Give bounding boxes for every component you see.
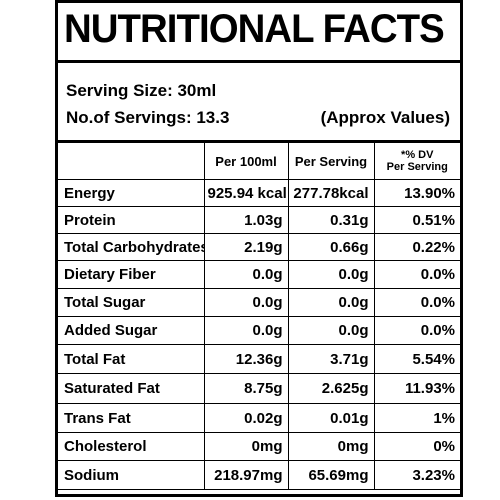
value-dv: 11.93% [373, 373, 460, 404]
nutrient-name: Total Carbohydrates [58, 233, 205, 261]
nutrient-name: Dietary Fiber [58, 260, 205, 289]
table-row: Added Sugar 0.0g 0.0g 0.0% [58, 316, 460, 345]
nutrient-name: Sodium [58, 460, 205, 490]
value-per-serving: 0mg [287, 432, 375, 461]
nutrient-name: Energy [58, 179, 205, 207]
table-row: Energy 925.94 kcal 277.78kcal 13.90% [58, 179, 460, 207]
value-per-100ml: 925.94 kcal [203, 179, 289, 207]
label-title: NUTRITIONAL FACTS [64, 7, 445, 51]
nutrient-name: Trans Fat [58, 403, 205, 433]
table-header-row: Per 100ml Per Serving *% DV Per Serving [58, 140, 460, 180]
value-dv: 0.22% [373, 233, 460, 261]
value-per-serving: 0.31g [287, 206, 375, 234]
nutrient-name: Cholesterol [58, 432, 205, 461]
value-per-serving: 0.01g [287, 403, 375, 433]
value-dv: 0.0% [373, 288, 460, 317]
value-per-100ml: 8.75g [203, 373, 289, 404]
value-per-serving: 2.625g [287, 373, 375, 404]
table-row: Total Sugar 0.0g 0.0g 0.0% [58, 288, 460, 317]
table-row: Total Carbohydrates 2.19g 0.66g 0.22% [58, 233, 460, 261]
table-row: Saturated Fat 8.75g 2.625g 11.93% [58, 373, 460, 404]
value-per-100ml: 0.0g [203, 260, 289, 289]
table-row: Dietary Fiber 0.0g 0.0g 0.0% [58, 260, 460, 289]
value-per-100ml: 218.97mg [203, 460, 289, 490]
value-per-serving: 65.69mg [287, 460, 375, 490]
title-band: NUTRITIONAL FACTS [58, 3, 460, 63]
value-per-100ml: 0mg [203, 432, 289, 461]
nutrient-name: Added Sugar [58, 316, 205, 345]
value-dv: 13.90% [373, 179, 460, 207]
serving-size: Serving Size: 30ml [66, 81, 217, 100]
value-per-serving: 0.0g [287, 316, 375, 345]
value-per-100ml: 0.0g [203, 316, 289, 345]
value-dv: 0.0% [373, 260, 460, 289]
header-dv: *% DV Per Serving [373, 140, 460, 180]
nutrient-name: Total Fat [58, 344, 205, 374]
value-dv: 3.23% [373, 460, 460, 490]
header-nutrient [58, 140, 205, 180]
value-per-serving: 3.71g [287, 344, 375, 374]
serving-info: Serving Size: 30ml No.of Servings: 13.3 … [58, 63, 460, 140]
header-dv-line2: Per Serving [386, 161, 448, 173]
value-per-serving: 0.0g [287, 260, 375, 289]
nutrient-name: Total Sugar [58, 288, 205, 317]
table-row: Sodium 218.97mg 65.69mg 3.23% [58, 460, 460, 490]
value-dv: 0.0% [373, 316, 460, 345]
nutrition-table: Per 100ml Per Serving *% DV Per Serving … [58, 140, 460, 490]
value-per-serving: 0.66g [287, 233, 375, 261]
value-per-100ml: 1.03g [203, 206, 289, 234]
servings-count: No.of Servings: 13.3 [66, 108, 230, 127]
nutrition-label: NUTRITIONAL FACTS Serving Size: 30ml No.… [55, 0, 463, 497]
nutrient-name: Protein [58, 206, 205, 234]
table-row: Trans Fat 0.02g 0.01g 1% [58, 403, 460, 433]
value-dv: 0.51% [373, 206, 460, 234]
value-per-100ml: 2.19g [203, 233, 289, 261]
approx-values-note: (Approx Values) [320, 108, 450, 127]
value-per-100ml: 0.0g [203, 288, 289, 317]
table-row: Cholesterol 0mg 0mg 0% [58, 432, 460, 461]
table-row: Total Fat 12.36g 3.71g 5.54% [58, 344, 460, 374]
table-row: Protein 1.03g 0.31g 0.51% [58, 206, 460, 234]
header-per-100ml: Per 100ml [203, 140, 289, 180]
value-dv: 5.54% [373, 344, 460, 374]
value-dv: 0% [373, 432, 460, 461]
header-dv-line1: *% DV [401, 149, 434, 161]
value-per-serving: 0.0g [287, 288, 375, 317]
value-per-100ml: 0.02g [203, 403, 289, 433]
value-per-serving: 277.78kcal [287, 179, 375, 207]
value-per-100ml: 12.36g [203, 344, 289, 374]
value-dv: 1% [373, 403, 460, 433]
header-per-serving: Per Serving [287, 140, 375, 180]
nutrient-name: Saturated Fat [58, 373, 205, 404]
